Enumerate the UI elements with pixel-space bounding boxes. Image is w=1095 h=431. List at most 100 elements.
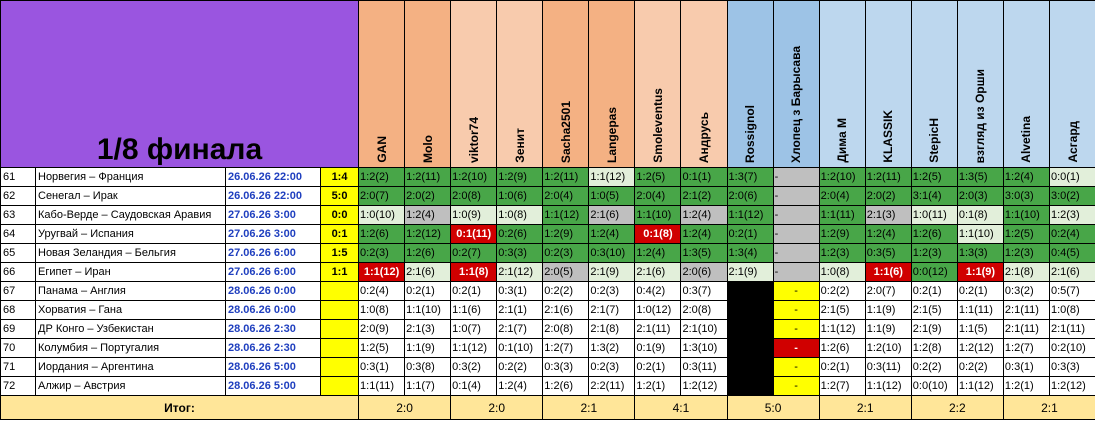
player-header: StepicH bbox=[910, 0, 958, 168]
prediction bbox=[726, 319, 774, 339]
prediction: 1:2(10) bbox=[450, 167, 498, 187]
match-number: 69 bbox=[0, 319, 36, 339]
team-total: 5:0 bbox=[726, 395, 820, 420]
prediction: 1:1(10) bbox=[956, 224, 1004, 244]
player-name: KLASSIK bbox=[881, 110, 896, 163]
match-name: Уругвай – Испания bbox=[35, 224, 226, 244]
match-row: 62 Сенегал – Ирак 26.06.26 22:00 5:0 2:0(7) 2… bbox=[0, 186, 1095, 206]
match-row: 69 ДР Конго – Узбекистан 28.06.26 2:30 2:0(… bbox=[0, 319, 1095, 339]
match-name: Иордания – Аргентина bbox=[35, 357, 226, 377]
prediction: 1:2(7) bbox=[1002, 338, 1050, 358]
prediction: 0:1(11) bbox=[450, 224, 498, 244]
prediction: 1:1(12) bbox=[726, 205, 774, 225]
prediction: 1:2(12) bbox=[1048, 376, 1095, 396]
prediction bbox=[726, 376, 774, 396]
player-header: KLASSIK bbox=[864, 0, 912, 168]
header-row: 1/8 финала GAN Molo viktor74 Зенит Sacha2501 L… bbox=[0, 0, 1095, 168]
match-name: Кабо-Верде – Саудовская Аравия bbox=[35, 205, 226, 225]
prediction: 3:0(2) bbox=[1048, 186, 1095, 206]
match-result: 0:0 bbox=[319, 205, 360, 225]
prediction: 2:1(9) bbox=[588, 262, 636, 282]
prediction: 1:0(6) bbox=[496, 186, 544, 206]
prediction: 1:1(9) bbox=[864, 319, 912, 339]
match-date: 27.06.26 6:00 bbox=[225, 243, 321, 263]
prediction: 0:2(10) bbox=[1048, 338, 1095, 358]
match-row: 70 Колумбия – Португалия 28.06.26 2:30 1:2(… bbox=[0, 338, 1095, 358]
prediction: 2:0(8) bbox=[542, 319, 590, 339]
match-name: Панама – Англия bbox=[35, 281, 226, 301]
match-date: 26.06.26 22:00 bbox=[225, 186, 321, 206]
player-header: Sacha2501 bbox=[542, 0, 590, 168]
prediction: 1:1(12) bbox=[956, 376, 1004, 396]
match-number: 64 bbox=[0, 224, 36, 244]
match-number: 70 bbox=[0, 338, 36, 358]
prediction: 0:2(1) bbox=[910, 281, 958, 301]
player-header: viktor74 bbox=[450, 0, 498, 168]
prediction: 0:2(1) bbox=[956, 281, 1004, 301]
match-name: Египет – Иран bbox=[35, 262, 226, 282]
prediction: 2:1(2) bbox=[680, 186, 728, 206]
match-date: 28.06.26 2:30 bbox=[225, 338, 321, 358]
prediction: 0:2(3) bbox=[358, 243, 406, 263]
team-total: 2:1 bbox=[818, 395, 912, 420]
prediction: 0:2(1) bbox=[726, 224, 774, 244]
match-number: 67 bbox=[0, 281, 36, 301]
match-result: 5:0 bbox=[319, 186, 360, 206]
match-row: 72 Алжир – Австрия 28.06.26 5:00 1:1(11) 1:1… bbox=[0, 376, 1095, 396]
match-result bbox=[319, 300, 360, 320]
match-result bbox=[319, 357, 360, 377]
prediction: 1:3(2) bbox=[588, 338, 636, 358]
player-name: Alvetina bbox=[1019, 116, 1034, 163]
match-result: 1:1 bbox=[319, 262, 360, 282]
prediction: 1:3(3) bbox=[956, 243, 1004, 263]
prediction: 1:0(12) bbox=[634, 300, 682, 320]
player-name: Хлопец з Барысава bbox=[789, 46, 804, 163]
prediction: 1:0(7) bbox=[450, 319, 498, 339]
team-total: 2:0 bbox=[450, 395, 544, 420]
match-result: 1:4 bbox=[319, 167, 360, 187]
player-name: GAN bbox=[374, 136, 389, 163]
prediction: 1:1(7) bbox=[404, 376, 452, 396]
prediction: 0:3(8) bbox=[404, 357, 452, 377]
prediction: 1:0(5) bbox=[588, 186, 636, 206]
prediction: 0:2(4) bbox=[358, 281, 406, 301]
prediction: 2:1(6) bbox=[542, 300, 590, 320]
prediction: 1:1(11) bbox=[818, 205, 866, 225]
prediction: 0:2(2) bbox=[910, 357, 958, 377]
prediction: 0:3(1) bbox=[1002, 357, 1050, 377]
player-name: Дима М bbox=[835, 118, 850, 163]
prediction: 0:0(12) bbox=[910, 262, 958, 282]
match-date: 28.06.26 5:00 bbox=[225, 357, 321, 377]
prediction: 1:2(4) bbox=[864, 224, 912, 244]
prediction: 0:3(3) bbox=[542, 357, 590, 377]
prediction: 0:2(2) bbox=[542, 281, 590, 301]
player-header: Андрусь bbox=[680, 0, 728, 168]
prediction: 1:1(12) bbox=[450, 338, 498, 358]
match-number: 71 bbox=[0, 357, 36, 377]
prediction: 2:0(4) bbox=[818, 186, 866, 206]
prediction: 1:2(11) bbox=[864, 167, 912, 187]
prediction: 0:1(9) bbox=[634, 338, 682, 358]
prediction bbox=[726, 357, 774, 377]
prediction: 1:2(6) bbox=[542, 376, 590, 396]
prediction: 2:0(5) bbox=[542, 262, 590, 282]
prediction: 1:1(9) bbox=[864, 300, 912, 320]
prediction: - bbox=[772, 167, 820, 187]
prediction: 1:2(4) bbox=[1002, 167, 1050, 187]
match-date: 26.06.26 22:00 bbox=[225, 167, 321, 187]
prediction: 1:1(9) bbox=[956, 262, 1004, 282]
prediction: 1:2(6) bbox=[818, 338, 866, 358]
prediction: 1:2(5) bbox=[634, 167, 682, 187]
prediction: 1:2(5) bbox=[910, 167, 958, 187]
match-date: 28.06.26 2:30 bbox=[225, 319, 321, 339]
player-header: Langepas bbox=[588, 0, 636, 168]
prediction: 2:0(7) bbox=[864, 281, 912, 301]
prediction: 1:2(6) bbox=[910, 224, 958, 244]
prediction: 1:2(9) bbox=[542, 224, 590, 244]
prediction: 0:2(2) bbox=[496, 357, 544, 377]
match-date: 28.06.26 5:00 bbox=[225, 376, 321, 396]
prediction: 0:1(4) bbox=[450, 376, 498, 396]
player-header: Smoleventus bbox=[634, 0, 682, 168]
prediction: 2:1(3) bbox=[864, 205, 912, 225]
prediction: 2:1(3) bbox=[404, 319, 452, 339]
